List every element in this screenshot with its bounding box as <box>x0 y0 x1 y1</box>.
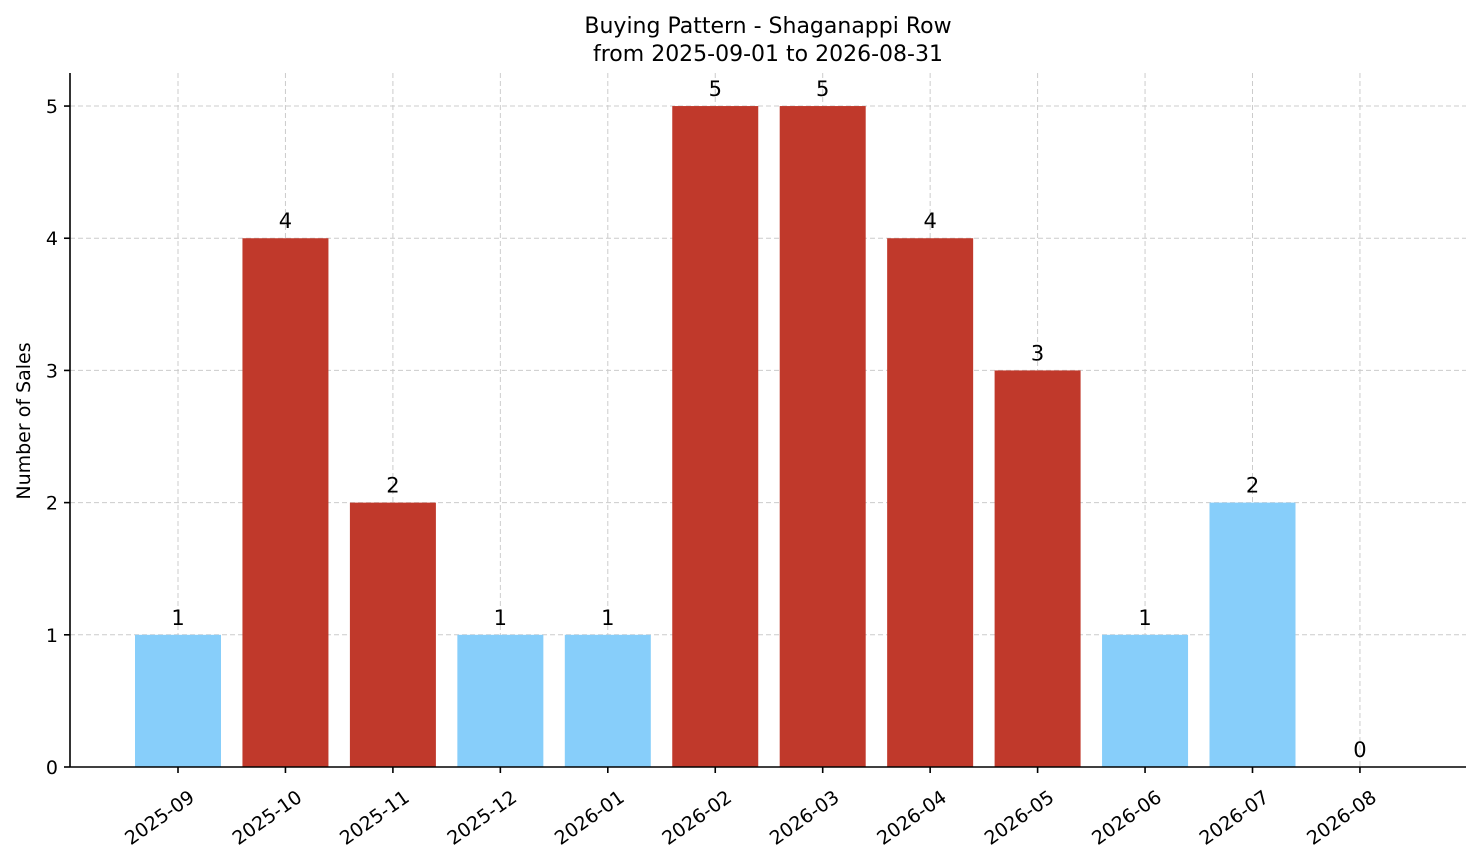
x-tick-label-2025-12: 2025-12 <box>443 786 521 850</box>
bar-2026-05 <box>994 370 1081 767</box>
x-tick-label-2026-03: 2026-03 <box>766 786 844 850</box>
y-tick-label-2: 2 <box>46 493 58 515</box>
bars-layer <box>135 106 1296 768</box>
bar-2026-07 <box>1209 502 1296 767</box>
x-tick-label-2026-05: 2026-05 <box>981 786 1059 850</box>
y-tick-label-3: 3 <box>46 360 58 382</box>
bar-2025-11 <box>349 502 436 767</box>
bar-value-label-2026-03: 5 <box>816 77 829 101</box>
bar-2026-06 <box>1102 634 1189 767</box>
bar-2026-04 <box>887 238 974 767</box>
bar-2026-02 <box>672 106 759 768</box>
y-tick-label-0: 0 <box>46 757 58 779</box>
bar-2026-01 <box>564 634 651 767</box>
x-tick-label-2026-06: 2026-06 <box>1088 786 1166 850</box>
bar-value-label-2026-04: 4 <box>923 209 936 233</box>
x-tick-label-2026-04: 2026-04 <box>873 786 951 850</box>
y-tick-label-5: 5 <box>46 96 58 118</box>
bar-value-label-2025-12: 1 <box>494 606 507 630</box>
y-axis-label: Number of Sales <box>13 342 35 499</box>
x-tick-label-2025-11: 2025-11 <box>336 786 414 850</box>
y-tick-label-4: 4 <box>46 228 58 250</box>
bar-value-label-2026-06: 1 <box>1138 606 1151 630</box>
chart-subtitle: from 2025-09-01 to 2026-08-31 <box>593 42 943 67</box>
x-tick-label-2026-07: 2026-07 <box>1196 786 1274 850</box>
axes-layer <box>69 73 1466 768</box>
bar-value-label-2026-01: 1 <box>601 606 614 630</box>
x-tick-label-2026-08: 2026-08 <box>1303 786 1381 850</box>
bar-2025-12 <box>457 634 544 767</box>
bar-2025-10 <box>242 238 329 767</box>
bar-value-label-2026-02: 5 <box>709 77 722 101</box>
bar-value-label-2025-09: 1 <box>171 606 184 630</box>
x-tick-label-2025-10: 2025-10 <box>228 786 306 850</box>
bar-value-label-2025-11: 2 <box>386 474 399 498</box>
bar-value-label-2026-05: 3 <box>1031 341 1044 365</box>
y-tick-label-1: 1 <box>46 625 58 647</box>
x-tick-label-2026-01: 2026-01 <box>551 786 629 850</box>
bar-labels-layer: 1 4 2 1 1 5 5 4 3 1 2 0 <box>171 77 1366 762</box>
x-tick-label-2025-09: 2025-09 <box>121 786 199 850</box>
bar-2026-03 <box>779 106 866 768</box>
bar-value-label-2025-10: 4 <box>279 209 292 233</box>
x-tick-label-2026-02: 2026-02 <box>658 786 736 850</box>
bar-2025-09 <box>135 634 221 767</box>
bar-value-label-2026-08: 0 <box>1353 738 1366 762</box>
bar-value-label-2026-07: 2 <box>1246 474 1259 498</box>
chart-title: Buying Pattern - Shaganappi Row <box>584 14 951 39</box>
